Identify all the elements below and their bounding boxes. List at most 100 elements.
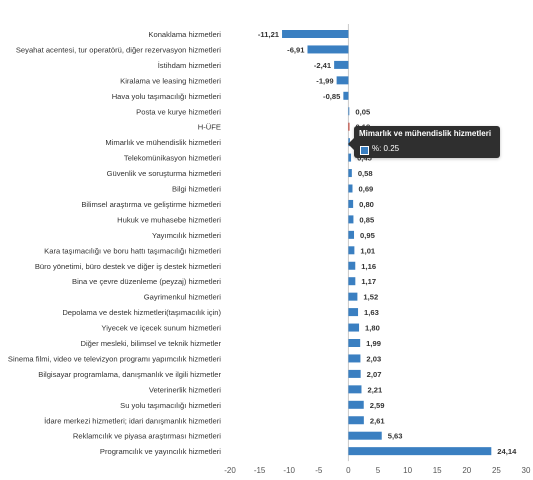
category-label: Bina ve çevre düzenleme (peyzaj) hizmetl… (72, 277, 221, 286)
category-label: Posta ve kurye hizmetleri (136, 107, 221, 116)
value-label: 0,58 (358, 169, 373, 178)
value-label: 0,85 (359, 215, 375, 224)
category-labels: Konaklama hizmetleri Seyahat acentesi, tu… (8, 30, 222, 456)
bar[interactable] (348, 215, 354, 224)
value-label: 1,99 (366, 339, 381, 348)
value-label: 1,16 (361, 262, 376, 271)
category-label: Veterinerlik hizmetleri (149, 385, 221, 394)
bar[interactable] (348, 292, 358, 301)
x-tick-label: 20 (462, 466, 471, 475)
value-label: 24,14 (497, 447, 517, 456)
x-tick-label: -10 (283, 466, 295, 475)
x-tick-label: 30 (522, 466, 531, 475)
tooltip: Mimarlık ve mühendislik hizmetleri %: 0.… (348, 126, 500, 158)
tooltip-swatch (360, 146, 369, 155)
bar[interactable] (348, 107, 350, 116)
bar[interactable] (348, 354, 361, 363)
category-label: Diğer mesleki, bilimsel ve teknik hizmet… (80, 339, 221, 348)
bar[interactable] (336, 76, 349, 85)
category-label: Kara taşımacılığı ve boru hattı taşımacı… (44, 246, 221, 255)
value-label: 2,21 (367, 385, 383, 394)
category-label: Yiyecek ve içecek sunum hizmetleri (101, 324, 221, 333)
value-label: 2,07 (367, 370, 382, 379)
category-label: Reklamcılık ve piyasa araştırması hizmet… (73, 432, 221, 441)
tooltip-title: Mimarlık ve mühendislik hizmetleri (359, 129, 492, 138)
value-label: 1,80 (365, 324, 380, 333)
value-label: 1,01 (360, 246, 376, 255)
value-label: 1,63 (364, 308, 379, 317)
bar[interactable] (282, 30, 349, 38)
category-label: Sinema filmi, video ve televizyon progra… (8, 354, 221, 363)
category-label: Mimarlık ve mühendislik hizmetleri (105, 138, 221, 147)
bar[interactable] (348, 277, 356, 286)
value-label: 0,05 (355, 107, 371, 116)
category-label: Büro yönetimi, büro destek ve diğer iş d… (35, 262, 221, 271)
bar[interactable] (348, 184, 353, 193)
category-label: Hukuk ve muhasebe hizmetleri (117, 215, 221, 224)
category-label: Programcılık ve yayıncılık hizmetleri (100, 447, 221, 456)
bar[interactable] (307, 45, 349, 54)
x-axis-ticks: -20 -15 -10 -5 0 5 10 15 20 25 30 (224, 466, 531, 475)
value-label: 1,17 (361, 277, 376, 286)
bar[interactable] (348, 323, 360, 332)
x-tick-label: -5 (315, 466, 323, 475)
bar[interactable] (348, 447, 492, 456)
category-label: Su yolu taşımacılığı hizmetleri (120, 401, 221, 410)
category-label: Bilimsel araştırma ve geliştirme hizmetl… (81, 200, 221, 209)
x-tick-label: 25 (492, 466, 501, 475)
value-label: 0,45 (357, 154, 373, 163)
bar[interactable] (348, 431, 382, 440)
bar[interactable] (343, 91, 349, 100)
value-labels: -11,21-6,91-2,41-1,99-0,850,050,180,250,… (258, 30, 517, 456)
value-label: 0,69 (358, 185, 373, 194)
bar[interactable] (348, 416, 364, 425)
category-label: H-ÜFE (198, 123, 221, 132)
bar[interactable] (348, 400, 364, 409)
bar[interactable] (348, 308, 359, 317)
category-label: Yayımcılık hizmetleri (152, 231, 221, 240)
value-label: 0,95 (360, 231, 376, 240)
bar[interactable] (348, 246, 355, 255)
category-label: İstihdam hizmetleri (158, 61, 222, 70)
value-label: 2,03 (366, 354, 381, 363)
value-label: -0,85 (323, 92, 341, 101)
category-label: Depolama ve destek hizmetleri(taşımacılı… (62, 308, 221, 317)
x-tick-label: 0 (346, 466, 351, 475)
bar[interactable] (348, 385, 362, 394)
bar[interactable] (348, 122, 350, 131)
category-label: Bilgi hizmetleri (172, 185, 221, 194)
x-tick-label: 10 (403, 466, 412, 475)
bar[interactable] (348, 199, 354, 208)
category-label: Kiralama ve leasing hizmetleri (120, 76, 221, 85)
category-label: Gayrimenkul hizmetleri (144, 293, 222, 302)
tooltip-value: %: 0.25 (372, 144, 400, 153)
value-label: 5,63 (388, 432, 403, 441)
value-label: -11,21 (258, 30, 280, 39)
x-tick-label: 15 (433, 466, 442, 475)
bar[interactable] (348, 369, 361, 378)
category-label: Hava yolu taşımacılığı hizmetleri (112, 92, 222, 101)
category-label: Konaklama hizmetleri (148, 30, 221, 39)
bar[interactable] (348, 169, 352, 178)
value-label: 2,61 (370, 416, 386, 425)
bar[interactable] (348, 230, 355, 239)
category-label: Güvenlik ve soruşturma hizmetleri (107, 169, 222, 178)
bars (282, 30, 492, 456)
category-label: Telekomünikasyon hizmetleri (124, 154, 221, 163)
x-tick-label: -15 (254, 466, 266, 475)
value-label: 0,80 (359, 200, 374, 209)
value-label: -2,41 (314, 61, 332, 70)
bar[interactable] (348, 339, 361, 347)
category-label: İdare merkezi hizmetleri; idari danışman… (44, 416, 221, 425)
bar[interactable] (348, 261, 356, 270)
value-label: -6,91 (287, 45, 305, 54)
x-tick-label: -20 (224, 466, 236, 475)
category-label: Seyahat acentesi, tur operatörü, diğer r… (16, 45, 221, 54)
bar[interactable] (334, 60, 349, 69)
category-label: Bilgisayar programlama, danışmanlık ve i… (38, 370, 221, 379)
value-label: 1,52 (363, 293, 378, 302)
value-label: 2,59 (370, 401, 385, 410)
bar[interactable] (348, 153, 352, 162)
x-tick-label: 5 (376, 466, 381, 475)
